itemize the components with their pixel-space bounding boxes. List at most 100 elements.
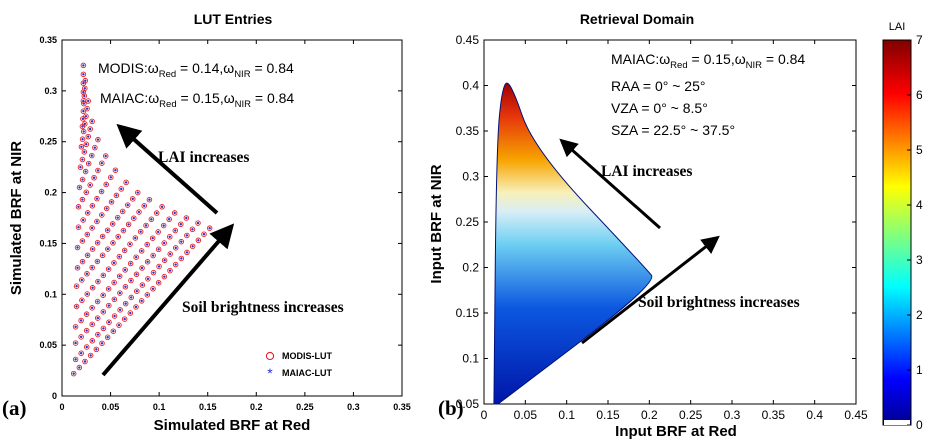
panel-a-x-tick-label: 0 [59,402,64,412]
maiac-lut-point [167,218,171,221]
legend-modis-label: MODIS-LUT [282,351,332,361]
maiac-lut-point [131,197,134,201]
modis-lut-point [82,358,88,365]
maiac-lut-point [91,339,94,342]
panel-b: Retrieval Domain 0 0.05 0.1 0.15 0.2 0.25 0.3 0… [428,11,923,439]
maiac-lut-point [139,230,142,233]
panel-b-y-tick-label: 0.45 [456,33,480,47]
modis-lut-point [145,276,151,282]
modis-lut-point [122,284,129,290]
panel-a-soil-arrow [101,223,235,377]
modis-lut-point [111,260,117,266]
modis-lut-point [172,261,179,268]
maiac-lut-point [168,252,172,256]
modis-lut-point [89,225,95,231]
modis-lut-point [70,370,77,377]
modis-lut-point [84,105,90,112]
modis-lut-point [78,350,84,356]
panel-b-x-tick-label: 0.4 [806,408,823,422]
maiac-lut-point [82,64,85,67]
maiac-lut-point [81,198,84,201]
panel-b-y-tick-label: 0.3 [462,170,479,184]
modis-lut-point [117,307,123,313]
modis-lut-point [110,240,116,246]
panel-b-soil-arrow-label: Soil brightness increases [638,294,800,311]
modis-lut-point [144,241,150,248]
maiac-lut-point [191,245,194,248]
modis-lut-point [138,298,145,304]
panel-a-x-tick-label: 0.25 [296,402,314,412]
panel-b-ticks: 0 0.05 0.1 0.15 0.2 0.25 0.3 0.35 0.4 0.450.050.1… [456,33,868,422]
modis-lut-point [122,300,129,307]
modis-lut-point [139,282,146,288]
panel-a-y-tick-label: 0.15 [39,238,57,248]
maiac-lut-point [146,277,150,281]
maiac-lut-point [173,211,176,215]
maiac-lut-point [118,291,122,295]
panel-b-x-tick-label: 0.35 [762,408,786,422]
modis-lut-point [172,227,179,234]
maiac-lut-point [196,221,200,225]
maiac-lut-point [163,275,166,278]
modis-lut-point [87,352,94,359]
maiac-lut-point [74,358,77,361]
panel-a-x-tick-label: 0.2 [250,402,263,412]
maiac-lut-point [96,300,99,303]
modis-lut-point [150,269,157,276]
modis-lut-point [80,89,87,95]
panel-a-legend: MODIS-LUT * MAIAC-LUT [265,351,332,381]
maiac-lut-point [80,145,83,148]
panel-b-y-tick-label: 0.1 [462,352,479,366]
maiac-lut-point [136,191,139,194]
modis-lut-point [79,238,86,244]
maiac-lut-point [87,162,90,165]
maiac-lut-point [150,218,153,221]
colorbar-tick-label: 6 [916,88,923,102]
maiac-lut-point [121,210,124,213]
modis-lut-point [112,167,119,173]
modis-lut-point [115,233,121,240]
maiac-lut-point [85,191,88,194]
panel-b-raa-annotation: RAA = 0° ~ 25° [611,78,705,94]
modis-lut-point [99,160,105,166]
panel-b-x-tick-label: 0.45 [844,408,868,422]
modis-lut-point [122,267,128,273]
maiac-lut-point [89,354,92,357]
maiac-lut-point [83,87,87,90]
modis-lut-point [84,271,90,277]
panel-a-lut-points [70,62,213,377]
maiac-lut-point [134,256,138,259]
modis-lut-point [100,272,107,279]
modis-lut-point [121,247,128,254]
modis-lut-point [127,241,133,247]
maiac-lut-point [112,261,116,265]
modis-lut-point [80,116,86,122]
maiac-lut-point [106,229,109,232]
modis-lut-point [83,344,90,350]
modis-lut-point [89,203,96,209]
modis-lut-point [89,321,95,328]
modis-lut-point [155,229,161,235]
maiac-lut-point [126,203,129,207]
colorbar-tick-label: 0 [916,418,923,432]
maiac-lut-point [128,242,132,246]
maiac-lut-point [152,271,155,274]
maiac-lut-point [129,262,132,265]
modis-lut-point [100,292,106,298]
modis-lut-point [132,235,139,241]
maiac-lut-point [82,110,85,113]
maiac-lut-point [81,260,84,263]
maiac-lut-point [135,290,138,293]
modis-lut-point [89,246,96,252]
panel-a-ticks: 0 0.05 0.1 0.15 0.2 0.25 0.3 0.35 0 0.05 0.1 0.15 0.… [39,35,410,412]
modis-lut-point [75,224,82,230]
maiac-lut-point [85,107,89,110]
panel-b-x-tick-label: 0.25 [679,408,703,422]
maiac-lut-point [157,248,160,251]
maiac-lut-point [96,280,100,283]
maiac-lut-point [110,200,113,204]
panel-b-maiac-omega-annotation: MAIAC:ωRed = 0.15,ωNIR = 0.84 [611,51,805,71]
maiac-lut-point [90,154,93,157]
panel-a-y-tick-label: 0.05 [39,340,57,350]
maiac-lut-point [90,226,94,230]
